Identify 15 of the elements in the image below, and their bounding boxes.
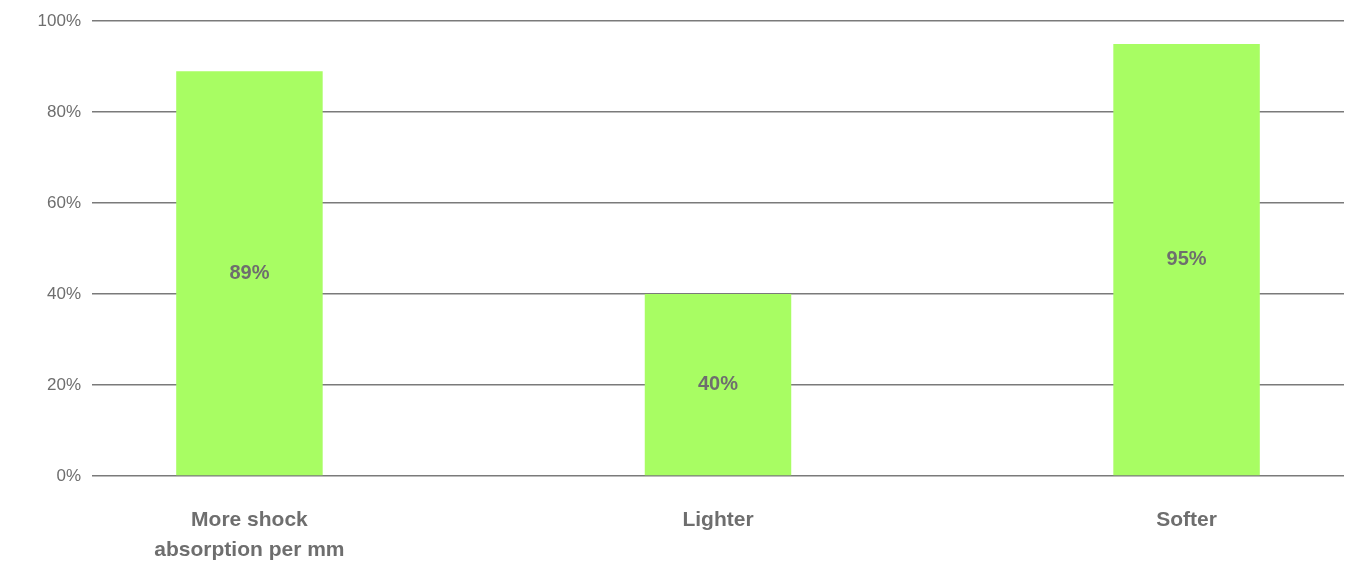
bar: [176, 71, 323, 476]
y-tick-label: 20%: [46, 374, 81, 394]
y-tick-label: 60%: [46, 192, 81, 212]
data-label: 40%: [697, 372, 739, 395]
data-label: 95%: [1166, 247, 1207, 270]
x-tick-label: More shock absorption per mm: [154, 507, 345, 560]
y-tick-label: 0%: [56, 465, 81, 485]
x-tick-label: Softer: [1156, 507, 1217, 531]
x-tick-label: Lighter: [682, 507, 754, 531]
bar: [1113, 43, 1260, 476]
bar: [644, 294, 792, 476]
y-tick-label: 40%: [46, 283, 81, 303]
data-label: 89%: [229, 260, 270, 283]
y-tick-label: 100%: [37, 10, 81, 30]
y-tick-label: 80%: [46, 101, 81, 121]
